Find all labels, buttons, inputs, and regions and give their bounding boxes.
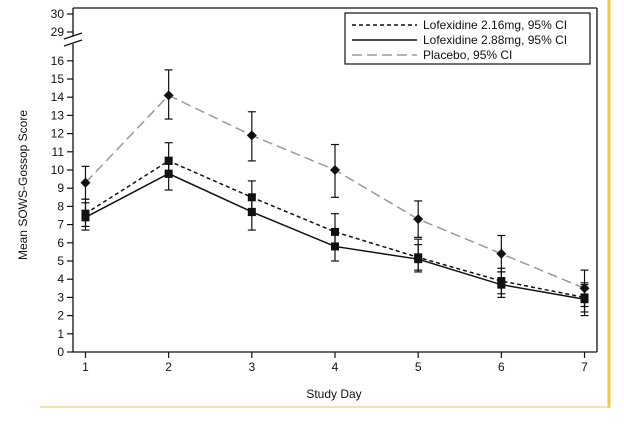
x-tick-label: 1 — [82, 360, 89, 374]
y-tick-label: 6 — [57, 236, 64, 250]
data-point-square — [81, 213, 90, 222]
data-point-diamond — [330, 165, 340, 175]
data-point-square — [331, 242, 339, 251]
y-tick-label: 15 — [51, 72, 65, 86]
legend-label: Lofexidine 2.88mg, 95% CI — [423, 33, 567, 47]
x-axis-ticks: 1 2 3 4 5 6 7 — [82, 352, 588, 374]
y-tick-label: 10 — [51, 163, 65, 177]
y-tick-label: 2 — [57, 309, 64, 323]
y-axis-break-marker — [63, 32, 83, 47]
data-point-square — [164, 169, 173, 178]
y-tick-label: 4 — [57, 272, 64, 286]
data-point-diamond — [413, 214, 424, 225]
x-tick-label: 3 — [248, 360, 255, 374]
legend-label: Lofexidine 2.16mg, 95% CI — [423, 18, 567, 32]
data-point-diamond — [80, 177, 91, 188]
y-tick-label: 12 — [51, 127, 65, 141]
y-tick-label: 14 — [51, 90, 65, 104]
x-tick-label: 2 — [165, 360, 172, 374]
y-tick-label: 8 — [57, 199, 64, 213]
axis-break-slash-2 — [63, 39, 83, 47]
legend-label: Placebo, 95% CI — [423, 48, 512, 62]
y-tick-label: 7 — [57, 218, 64, 232]
y-tick-label: 5 — [57, 254, 64, 268]
series-3 — [80, 69, 590, 308]
x-tick-label: 7 — [581, 360, 588, 374]
data-point-square — [497, 280, 506, 289]
y-tick-label: 3 — [57, 290, 64, 304]
y-axis-title: Mean SOWS-Gossop Score — [16, 110, 30, 260]
y-tick-label: 16 — [51, 54, 65, 68]
x-tick-label: 6 — [498, 360, 505, 374]
y-tick-label: 30 — [51, 7, 65, 21]
data-point-diamond — [579, 283, 590, 294]
data-point-diamond — [246, 130, 257, 141]
x-tick-label: 5 — [415, 360, 422, 374]
axis-break-slash-1 — [63, 32, 83, 40]
data-point-square — [247, 207, 256, 216]
y-tick-label: 11 — [52, 145, 65, 159]
data-point-diamond — [496, 248, 507, 259]
y-tick-label: 0 — [57, 345, 64, 359]
x-axis-title: Study Day — [306, 387, 361, 401]
data-point-diamond — [163, 90, 174, 101]
y-tick-label: 29 — [51, 25, 65, 39]
x-tick-label: 4 — [332, 360, 339, 374]
series-layer — [80, 69, 590, 317]
y-tick-label: 9 — [57, 181, 64, 195]
y-tick-label: 13 — [51, 108, 65, 122]
y-tick-label: 1 — [57, 327, 64, 341]
data-point-square — [414, 255, 423, 264]
